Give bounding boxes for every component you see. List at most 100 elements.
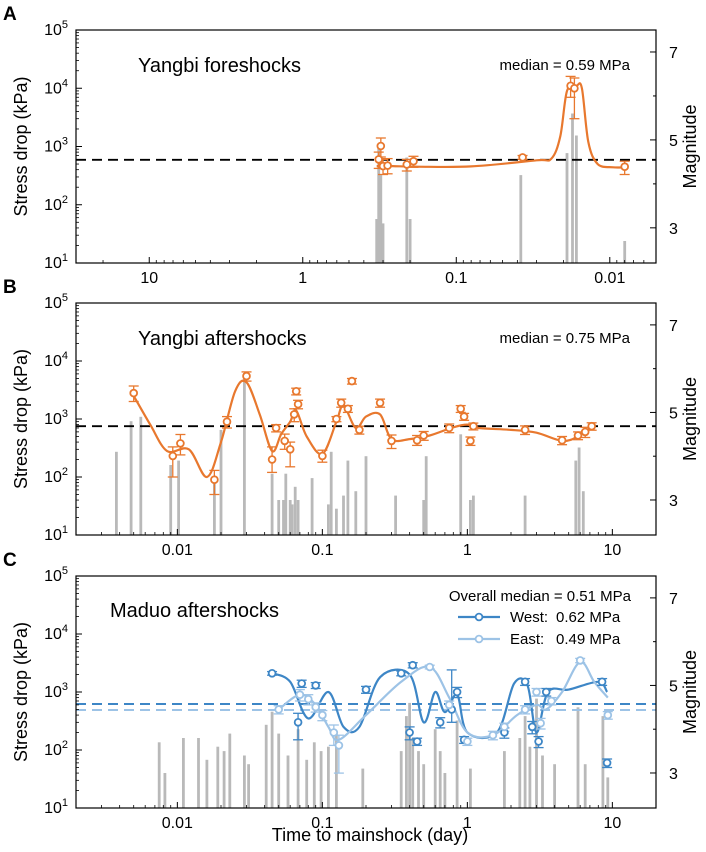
data-point [280,436,290,446]
data-point [311,681,321,690]
data-point [534,737,543,746]
x-tick-label: 0.1 [311,542,333,559]
magnitude-bar [583,764,587,808]
magnitude-bar [469,768,472,808]
data-point [602,758,612,768]
magnitude-bar [222,751,226,808]
magnitude-bar [422,764,426,808]
data-point [375,398,385,408]
magnitude-bar [574,460,578,535]
y-tick-base: 10 [44,568,62,585]
magnitude-bar [228,733,232,808]
magnitude-bar [438,751,442,808]
data-point [396,668,406,678]
y-tick-base: 10 [44,626,62,643]
magnitude-bar [411,738,415,808]
data-point [383,161,392,170]
legend-marker [474,634,484,644]
magnitude-bar [327,746,330,808]
data-point [520,425,530,435]
data-point [289,410,299,419]
legend-label: West: [510,609,548,626]
data-point [332,414,341,424]
magnitude-bar [576,707,580,808]
x-tick-label: 0.1 [445,270,467,287]
data-point [387,436,396,446]
y-tick-base: 10 [44,255,62,272]
data-point [334,741,344,750]
data-point [425,662,435,672]
y-tick-exponent: 5 [62,19,68,31]
magnitude-bar [575,135,578,263]
magnitude-bar [310,478,314,535]
data-point [129,388,139,398]
x-tick-label: 10 [603,542,621,559]
y-tick-exponent: 3 [62,408,68,420]
data-point [318,710,327,720]
magnitude-bar [394,495,397,535]
magnitude-bar [422,500,426,535]
magnitude-bar [443,773,447,808]
data-point [573,431,583,440]
data-point [520,677,530,687]
magnitude-bar [606,777,610,808]
y-tick-label: 101 [44,252,68,272]
magnitude-bar [247,764,250,808]
data-point [297,679,307,688]
magnitude-bar [381,223,385,263]
magnitude-bar [277,733,281,808]
magnitude-bar [433,729,437,808]
y-tick-label: 105 [44,19,68,39]
y-tick-base: 10 [44,742,62,759]
y-tick-label: 102 [44,466,68,486]
magnitude-bar [519,175,523,263]
magnitude-bar [169,465,173,535]
y-axis-label: Stress drop (kPa) [11,349,31,489]
panel-title: Yangbi foreshocks [138,55,301,77]
data-point [336,398,346,408]
data-point [444,700,454,710]
data-points-layer [129,81,629,768]
data-point [444,423,454,433]
data-point [575,656,585,665]
data-point [603,710,613,720]
panel-letter: A [3,4,17,25]
data-point [409,156,418,166]
data-point [361,685,371,694]
y-axis-label: Stress drop (kPa) [11,622,31,762]
x-tick-label: 10 [603,815,621,832]
magnitude-bar [335,508,338,535]
y-tick-base: 10 [44,197,62,214]
magnitude-bar [182,738,185,808]
data-point [620,162,629,172]
data-point [435,717,445,727]
y-tick-exponent: 2 [62,466,68,478]
magnitude-bar [581,491,585,535]
magnitude-bar [277,500,281,535]
median-annotation: median = 0.75 MPa [500,330,631,347]
data-point [456,404,466,414]
y-tick-exponent: 1 [62,797,68,809]
data-point [570,84,579,93]
data-point [541,687,551,697]
y-tick-exponent: 2 [62,739,68,751]
data-point [412,737,422,746]
magnitude-bar [290,504,294,535]
legend-value: 0.49 MPa [556,631,621,648]
data-point [343,404,353,414]
data-point [291,386,301,396]
y-tick-label: 103 [44,408,68,428]
trend-curve [271,668,609,740]
y-tick-exponent: 4 [62,77,68,89]
magnitude-bar [213,478,216,535]
data-point [520,705,530,714]
data-point [176,439,185,448]
y-tick-exponent: 4 [62,350,68,362]
mag-tick-label: 3 [669,493,678,510]
magnitude-bar [243,373,246,535]
mag-tick-label: 7 [669,591,678,608]
data-point [271,423,281,433]
y-tick-label: 101 [44,797,68,817]
magnitude-bar [364,456,368,535]
